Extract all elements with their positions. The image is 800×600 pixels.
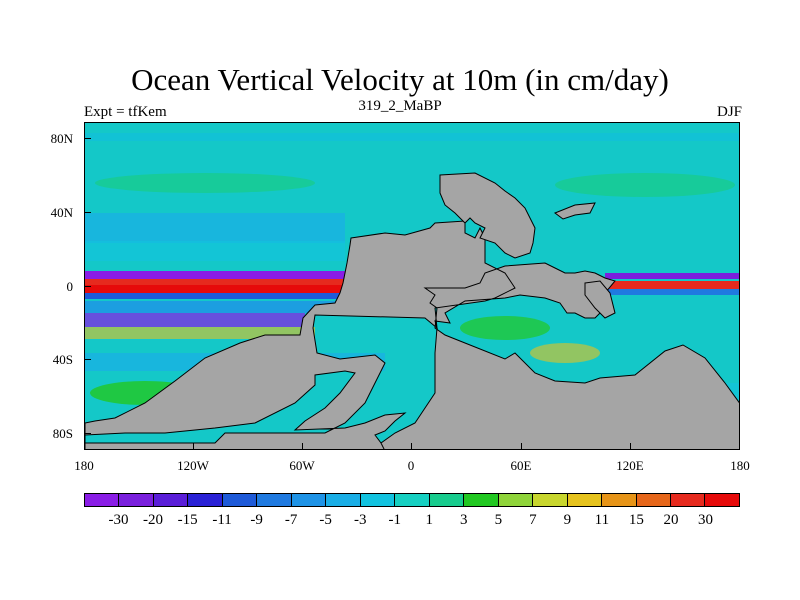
experiment-label: Expt = tfKem [84,104,167,120]
colorbar-swatch [602,494,637,506]
colorbar-swatch [222,494,258,506]
lon-tick [193,443,194,450]
lat-tick [84,286,91,287]
colorbar-swatch [257,494,292,506]
colorbar-swatch [360,494,396,506]
colorbar-label: -3 [353,512,367,528]
colorbar-swatch [670,494,706,506]
lon-label: 60W [289,458,315,473]
colorbar-label: 5 [494,512,503,528]
lon-label: 0 [407,458,415,473]
colorbar-label: -7 [284,512,298,528]
colorbar-swatch [567,494,603,506]
colorbar-swatch [498,494,534,506]
colorbar-label: -5 [319,512,332,528]
lat-label: 0 [66,279,74,294]
lat-tick [84,212,91,213]
colorbar-label: -20 [143,512,164,528]
lon-label: 60E [510,458,532,473]
colorbar-label: -30 [108,512,129,528]
lon-label: 180 [730,458,750,473]
colorbar-swatch [533,494,568,506]
lat-label: 40S [52,352,73,367]
lon-label: 120E [616,458,644,473]
colorbar [84,493,740,507]
colorbar-label: -9 [250,512,263,528]
map-title: Ocean Vertical Velocity at 10m (in cm/da… [131,62,669,97]
colorbar-label: 30 [697,512,713,528]
colorbar-swatch [464,494,499,506]
colorbar-label: 9 [563,512,572,528]
colorbar-label: -15 [177,512,198,528]
colorbar-label: 15 [628,512,644,528]
lat-label: 40N [50,205,73,220]
season-label: DJF [716,104,742,120]
colorbar-label: 7 [529,512,537,528]
run-label: 319_2_MaBP [358,98,442,114]
lon-tick [302,443,303,450]
colorbar-label: 20 [663,512,679,528]
lat-tick [84,138,91,139]
colorbar-label: -11 [212,512,232,528]
colorbar-label: 11 [594,512,610,528]
land-masses [85,172,739,449]
colorbar-swatch [429,494,465,506]
colorbar-swatch [153,494,189,506]
colorbar-swatch [291,494,327,506]
lat-label: 80N [50,131,73,146]
ocean-velocity-map [84,122,740,450]
colorbar-label: 1 [425,512,434,528]
colorbar-swatch [705,494,739,506]
colorbar-swatch [326,494,361,506]
lon-tick [630,443,631,450]
colorbar-swatch [636,494,671,506]
lon-tick [411,443,412,450]
colorbar-label: -1 [388,512,401,528]
colorbar-swatch [85,494,120,506]
colorbar-label: 3 [460,512,468,528]
lon-label: 120W [177,458,209,473]
lon-tick [521,443,522,450]
lon-label: 180 [74,458,94,473]
colorbar-swatch [119,494,154,506]
lat-label: 80S [52,426,73,441]
colorbar-swatch [395,494,430,506]
lat-tick [84,433,91,434]
colorbar-swatch [188,494,223,506]
lat-tick [84,359,91,360]
